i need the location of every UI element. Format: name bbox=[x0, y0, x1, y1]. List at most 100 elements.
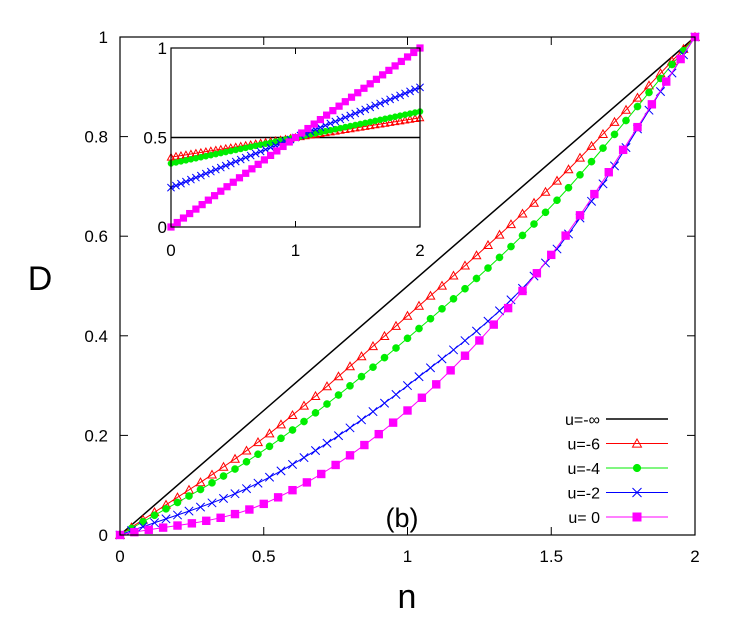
main-data-point bbox=[471, 326, 482, 336]
main-data-point bbox=[321, 381, 333, 391]
main-data-point bbox=[379, 330, 390, 340]
main-data-point bbox=[130, 527, 139, 537]
main-data-point bbox=[472, 274, 481, 283]
main-data-point bbox=[388, 418, 398, 427]
main-data-point bbox=[231, 465, 239, 473]
inset-data-point bbox=[210, 192, 219, 200]
inset-data-point bbox=[356, 107, 365, 116]
main-data-point bbox=[368, 407, 378, 417]
main-data-point bbox=[662, 77, 671, 86]
main-data-point bbox=[310, 390, 321, 400]
inset-data-point bbox=[191, 173, 200, 182]
inset-data-point bbox=[396, 91, 405, 100]
inset-data-point bbox=[395, 116, 405, 125]
main-data-point bbox=[647, 100, 657, 109]
inset-data-point bbox=[216, 163, 225, 172]
inset-data-point bbox=[173, 218, 181, 227]
inset-y-tick-label: 0.5 bbox=[143, 129, 167, 148]
main-data-point bbox=[345, 451, 355, 460]
inset-y-tick-label: 0 bbox=[158, 218, 167, 237]
main-data-point bbox=[415, 324, 423, 333]
main-data-point bbox=[518, 231, 527, 240]
main-data-point bbox=[532, 269, 542, 278]
inset-data-point bbox=[186, 209, 194, 218]
legend-entry: u=-6 bbox=[568, 437, 668, 454]
inset-data-point bbox=[391, 93, 400, 102]
inset-x-tick-label: 1 bbox=[291, 241, 300, 260]
main-y-tick-label: 0.4 bbox=[84, 327, 108, 346]
main-data-point bbox=[360, 440, 369, 450]
legend-entry: u=-∞ bbox=[565, 412, 668, 429]
main-data-point bbox=[392, 344, 400, 352]
main-y-tick-label: 0 bbox=[99, 526, 108, 545]
inset-data-point bbox=[336, 115, 345, 124]
legend-swatch-marker bbox=[632, 463, 642, 473]
main-x-tick-label: 0 bbox=[115, 547, 124, 566]
inset-data-point bbox=[285, 138, 293, 146]
inset-data-point bbox=[366, 103, 375, 112]
inset-data-point bbox=[379, 71, 387, 79]
inset-data-point bbox=[266, 143, 275, 152]
legend-label: u=-6 bbox=[568, 437, 601, 454]
main-data-point bbox=[139, 517, 147, 526]
main-data-point bbox=[633, 102, 642, 111]
main-data-point bbox=[563, 164, 574, 174]
main-data-point bbox=[275, 419, 287, 429]
main-data-point bbox=[590, 189, 599, 199]
inset-data-point bbox=[172, 181, 180, 190]
main-data-point bbox=[273, 493, 283, 502]
inset-data-point bbox=[385, 117, 395, 126]
main-data-point bbox=[345, 423, 355, 433]
inset-y-tick-label: 1 bbox=[158, 39, 167, 58]
main-data-point bbox=[144, 525, 153, 534]
inset-data-point bbox=[370, 120, 380, 129]
main-series-3 bbox=[115, 32, 700, 540]
main-data-point bbox=[564, 183, 573, 192]
main-data-point bbox=[449, 295, 458, 303]
inset-data-point bbox=[256, 147, 265, 156]
main-y-tick-label: 0.2 bbox=[84, 426, 108, 445]
legend-label: u=-2 bbox=[568, 486, 601, 503]
main-data-point bbox=[574, 152, 586, 162]
main-data-point bbox=[253, 478, 263, 488]
main-data-point bbox=[161, 514, 171, 524]
main-data-point bbox=[298, 400, 310, 410]
main-data-point bbox=[438, 304, 446, 313]
main-series-line bbox=[119, 36, 696, 536]
main-data-point bbox=[645, 88, 653, 97]
inset-data-point bbox=[246, 151, 255, 160]
main-data-point bbox=[241, 445, 252, 455]
main-data-point bbox=[208, 479, 216, 487]
inset-data-point bbox=[254, 160, 262, 168]
main-data-point bbox=[218, 461, 229, 471]
legend-swatch-marker bbox=[631, 437, 643, 448]
inset-data-point bbox=[177, 179, 185, 188]
y-axis-title: D bbox=[28, 260, 53, 298]
main-data-point bbox=[618, 145, 628, 155]
inset-data-point bbox=[241, 153, 250, 162]
main-data-point bbox=[254, 450, 262, 459]
inset-frame bbox=[170, 47, 421, 228]
main-data-point bbox=[460, 351, 470, 360]
main-data-point bbox=[547, 250, 556, 260]
inset-data-point bbox=[231, 157, 240, 166]
inset-data-point bbox=[385, 66, 393, 74]
inset-data-point bbox=[201, 169, 210, 178]
main-y-tick-label: 1 bbox=[99, 28, 108, 47]
inset-data-point bbox=[242, 169, 250, 177]
inset-data-point bbox=[206, 167, 215, 176]
main-data-point bbox=[162, 505, 170, 513]
main-data-point bbox=[391, 389, 401, 400]
main-data-point bbox=[426, 314, 435, 323]
main-data-point bbox=[676, 54, 685, 64]
main-data-point bbox=[242, 457, 251, 466]
main-data-point bbox=[287, 409, 298, 420]
inset-data-point bbox=[235, 174, 244, 182]
main-data-point bbox=[622, 116, 630, 125]
main-data-point bbox=[587, 157, 596, 166]
main-data-point bbox=[379, 398, 390, 408]
main-data-point bbox=[259, 499, 268, 509]
main-data-point bbox=[459, 260, 471, 270]
main-data-point bbox=[437, 354, 447, 364]
